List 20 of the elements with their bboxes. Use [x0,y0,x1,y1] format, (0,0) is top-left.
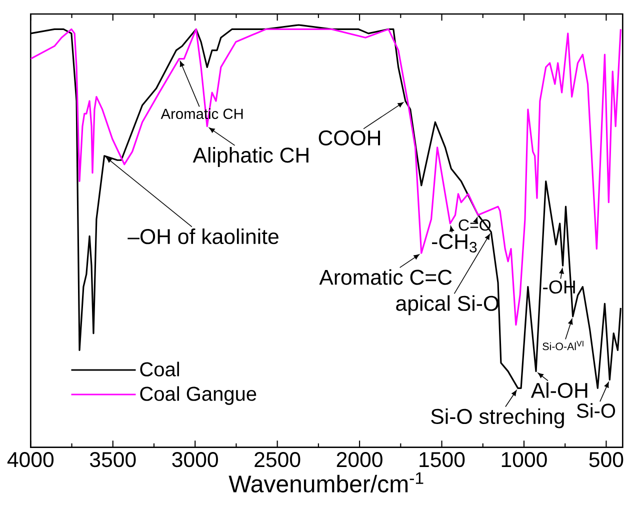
annotation: Si-O [576,403,616,418]
annotation: Si-O streching [431,408,564,428]
x-tick-label: 1500 [420,452,465,468]
x-tick-label: 3500 [90,452,136,468]
legend-label: Coal [140,362,179,376]
annotation: COOH [318,130,380,146]
annotation: Al-OH [530,382,588,398]
x-tick-label: 2500 [254,452,300,468]
annotation: Si-O-Al$^{VI}$ [542,340,584,350]
annotation: Aromatic C=C [319,269,452,285]
legend-label: Coal Gangue [140,386,256,405]
annotation: -CH$_{3}$ [432,234,477,252]
x-tick-label: 1000 [502,452,547,468]
x-tick-label: 2000 [336,452,382,468]
annotation: –OH of kaolinite [128,228,278,244]
annotation: Aliphatic CH [192,147,308,167]
x-tick-label: 4000 [7,452,54,468]
x-tick-label: 500 [589,452,624,468]
x-tick-label: 3000 [172,452,218,468]
x-axis-title: Wavenumber/cm$^{-1}$ [228,472,424,492]
